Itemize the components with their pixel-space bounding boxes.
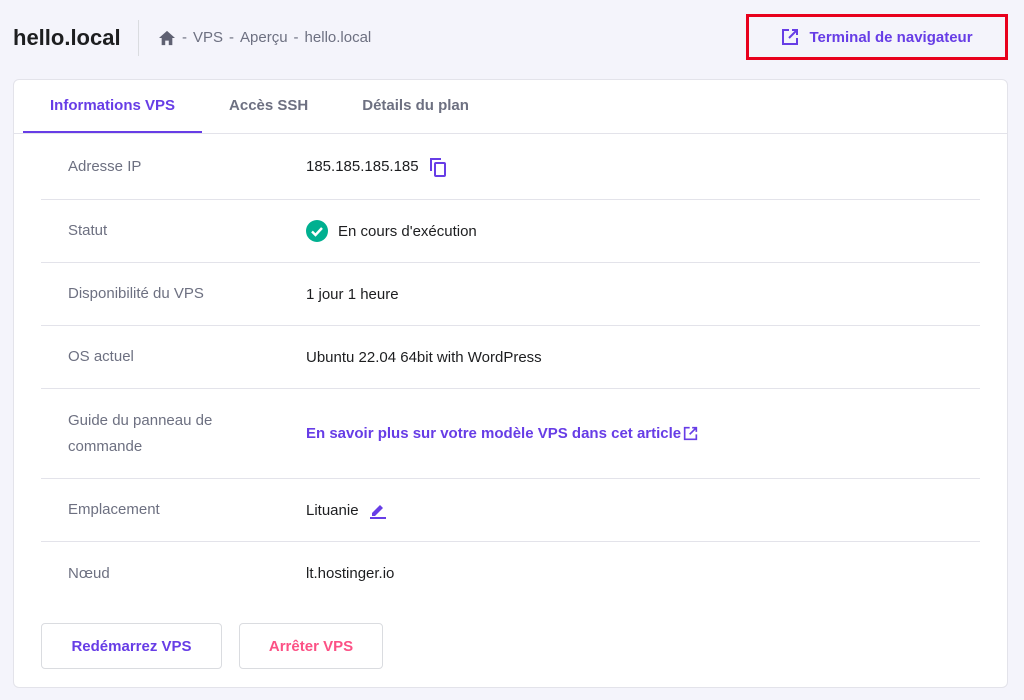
browser-terminal-button[interactable]: Terminal de navigateur bbox=[746, 14, 1008, 60]
breadcrumb-item: hello.local bbox=[304, 29, 372, 46]
copy-icon[interactable] bbox=[429, 157, 447, 177]
home-icon[interactable] bbox=[158, 30, 176, 46]
tab-plan-details[interactable]: Détails du plan bbox=[362, 97, 469, 114]
restart-vps-button[interactable]: Redémarrez VPS bbox=[41, 623, 222, 669]
row-node: Nœud lt.hostinger.io bbox=[68, 564, 395, 583]
edit-pencil-icon[interactable] bbox=[369, 501, 387, 519]
row-location: Emplacement Lituanie bbox=[41, 479, 980, 542]
page-title: hello.local bbox=[13, 25, 121, 50]
external-link-icon bbox=[683, 426, 698, 441]
check-circle-icon bbox=[306, 220, 328, 242]
row-status: Statut En cours d'exécution bbox=[41, 200, 980, 263]
tab-ssh-access[interactable]: Accès SSH bbox=[229, 97, 309, 114]
guide-article-link[interactable]: En savoir plus sur votre modèle VPS dans… bbox=[306, 425, 698, 442]
tab-bar: Informations VPS Accès SSH Détails du pl… bbox=[14, 80, 1007, 134]
row-ip: Adresse IP 185.185.185.185 bbox=[41, 134, 980, 200]
vps-info-card: Informations VPS Accès SSH Détails du pl… bbox=[13, 79, 1008, 688]
row-uptime: Disponibilité du VPS 1 jour 1 heure bbox=[41, 263, 980, 326]
stop-vps-button[interactable]: Arrêter VPS bbox=[239, 623, 383, 669]
breadcrumb: - VPS - Aperçu - hello.local bbox=[158, 29, 371, 46]
external-link-icon bbox=[782, 29, 799, 45]
tab-vps-info[interactable]: Informations VPS bbox=[23, 80, 203, 133]
divider bbox=[138, 20, 139, 56]
ip-value: 185.185.185.185 bbox=[306, 158, 419, 175]
row-os: OS actuel Ubuntu 22.04 64bit with WordPr… bbox=[41, 326, 980, 389]
row-guide: Guide du panneau de commande En savoir p… bbox=[41, 389, 980, 479]
status-value: En cours d'exécution bbox=[338, 222, 477, 240]
breadcrumb-item[interactable]: Aperçu bbox=[240, 29, 288, 46]
breadcrumb-item[interactable]: VPS bbox=[193, 29, 224, 46]
